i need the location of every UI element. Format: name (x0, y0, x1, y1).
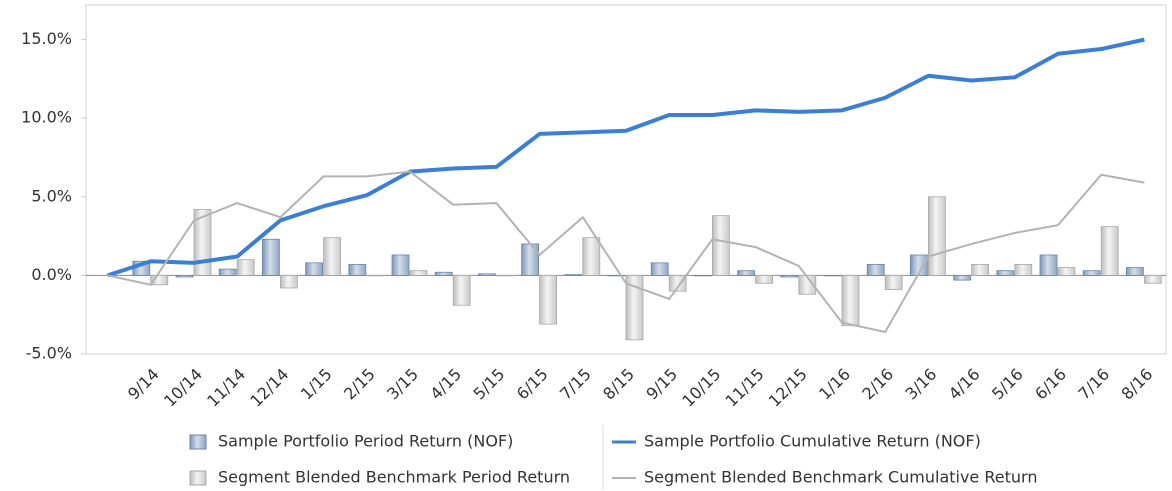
bar (582, 237, 601, 276)
x-tick-label: 5/15 (470, 365, 509, 404)
bar (521, 243, 539, 276)
bar (780, 274, 799, 278)
bar (737, 270, 755, 276)
plot-area (85, 4, 1167, 355)
bar (755, 274, 773, 284)
bar (668, 274, 687, 292)
bar (1082, 270, 1101, 276)
x-tick-label: 3/15 (383, 365, 422, 404)
bar (175, 274, 194, 278)
bar (712, 215, 730, 276)
bar (218, 268, 237, 276)
x-tick-label: 3/16 (902, 365, 941, 404)
line (107, 170, 1145, 333)
bar (452, 274, 471, 306)
y-tick-label: 10.0% (21, 108, 72, 127)
x-tick-label: 11/15 (722, 365, 768, 411)
bar (1057, 267, 1076, 276)
bar (495, 274, 514, 277)
bar (348, 263, 367, 276)
x-tick-label: 9/15 (642, 365, 681, 404)
x-tick-label: 1/16 (815, 365, 854, 404)
bar (323, 237, 342, 276)
bar (1100, 226, 1119, 276)
bar (150, 274, 169, 286)
bar (305, 262, 324, 276)
bar (884, 274, 903, 290)
bar (564, 274, 583, 276)
y-tick-label: 15.0% (21, 29, 72, 48)
bar (391, 254, 410, 276)
bar (409, 270, 428, 276)
bar (625, 274, 644, 341)
bar (953, 274, 971, 281)
x-tick-label: 7/16 (1074, 365, 1113, 404)
x-tick-label: 2/15 (340, 365, 379, 404)
legend-label: Sample Portfolio Cumulative Return (NOF) (644, 432, 981, 451)
bar (928, 196, 946, 276)
bar (1144, 274, 1162, 284)
bar (650, 262, 669, 276)
legend-label: Sample Portfolio Period Return (NOF) (218, 432, 513, 451)
bar (1014, 263, 1033, 276)
x-tick-label: 12/15 (765, 365, 811, 411)
line (106, 37, 1145, 278)
x-tick-label: 10/14 (160, 365, 206, 411)
x-tick-label: 1/15 (297, 365, 336, 404)
x-tick-label: 4/15 (426, 365, 465, 404)
bar (841, 274, 860, 327)
bar (261, 238, 280, 276)
legend-swatch (189, 434, 207, 450)
y-tick-label: 0.0% (31, 265, 72, 284)
x-tick-label: 12/14 (246, 365, 292, 411)
bar (279, 274, 298, 289)
x-tick-label: 7/15 (556, 365, 595, 404)
x-tick-label: 5/16 (988, 365, 1027, 404)
bar (366, 274, 385, 277)
x-tick-label: 4/16 (945, 365, 984, 404)
bar (910, 254, 928, 276)
bar (798, 274, 817, 295)
legend-label: Segment Blended Benchmark Cumulative Ret… (644, 468, 1037, 487)
x-tick-label: 9/14 (124, 365, 163, 404)
x-tick-label: 8/16 (1118, 365, 1157, 404)
bar (193, 208, 212, 276)
x-tick-label: 6/15 (513, 365, 552, 404)
bar (434, 271, 453, 276)
bar (236, 259, 255, 276)
bar (694, 274, 712, 277)
x-tick-label: 6/16 (1031, 365, 1070, 404)
y-tick-label: -5.0% (26, 344, 72, 363)
legend-label: Segment Blended Benchmark Period Return (218, 468, 570, 487)
bar (971, 263, 989, 276)
x-tick-label: 2/16 (858, 365, 897, 404)
bar (1039, 254, 1058, 276)
bar (996, 270, 1015, 276)
bar (539, 274, 557, 325)
bar (866, 263, 885, 276)
bar (823, 274, 842, 277)
legend-swatch (189, 470, 207, 486)
bar (1126, 267, 1144, 276)
bar (477, 273, 496, 276)
bar (607, 274, 626, 277)
y-tick-label: 5.0% (31, 186, 72, 205)
x-tick-label: 10/15 (678, 365, 724, 411)
x-tick-label: 11/14 (203, 365, 249, 411)
x-tick-label: 8/15 (599, 365, 638, 404)
